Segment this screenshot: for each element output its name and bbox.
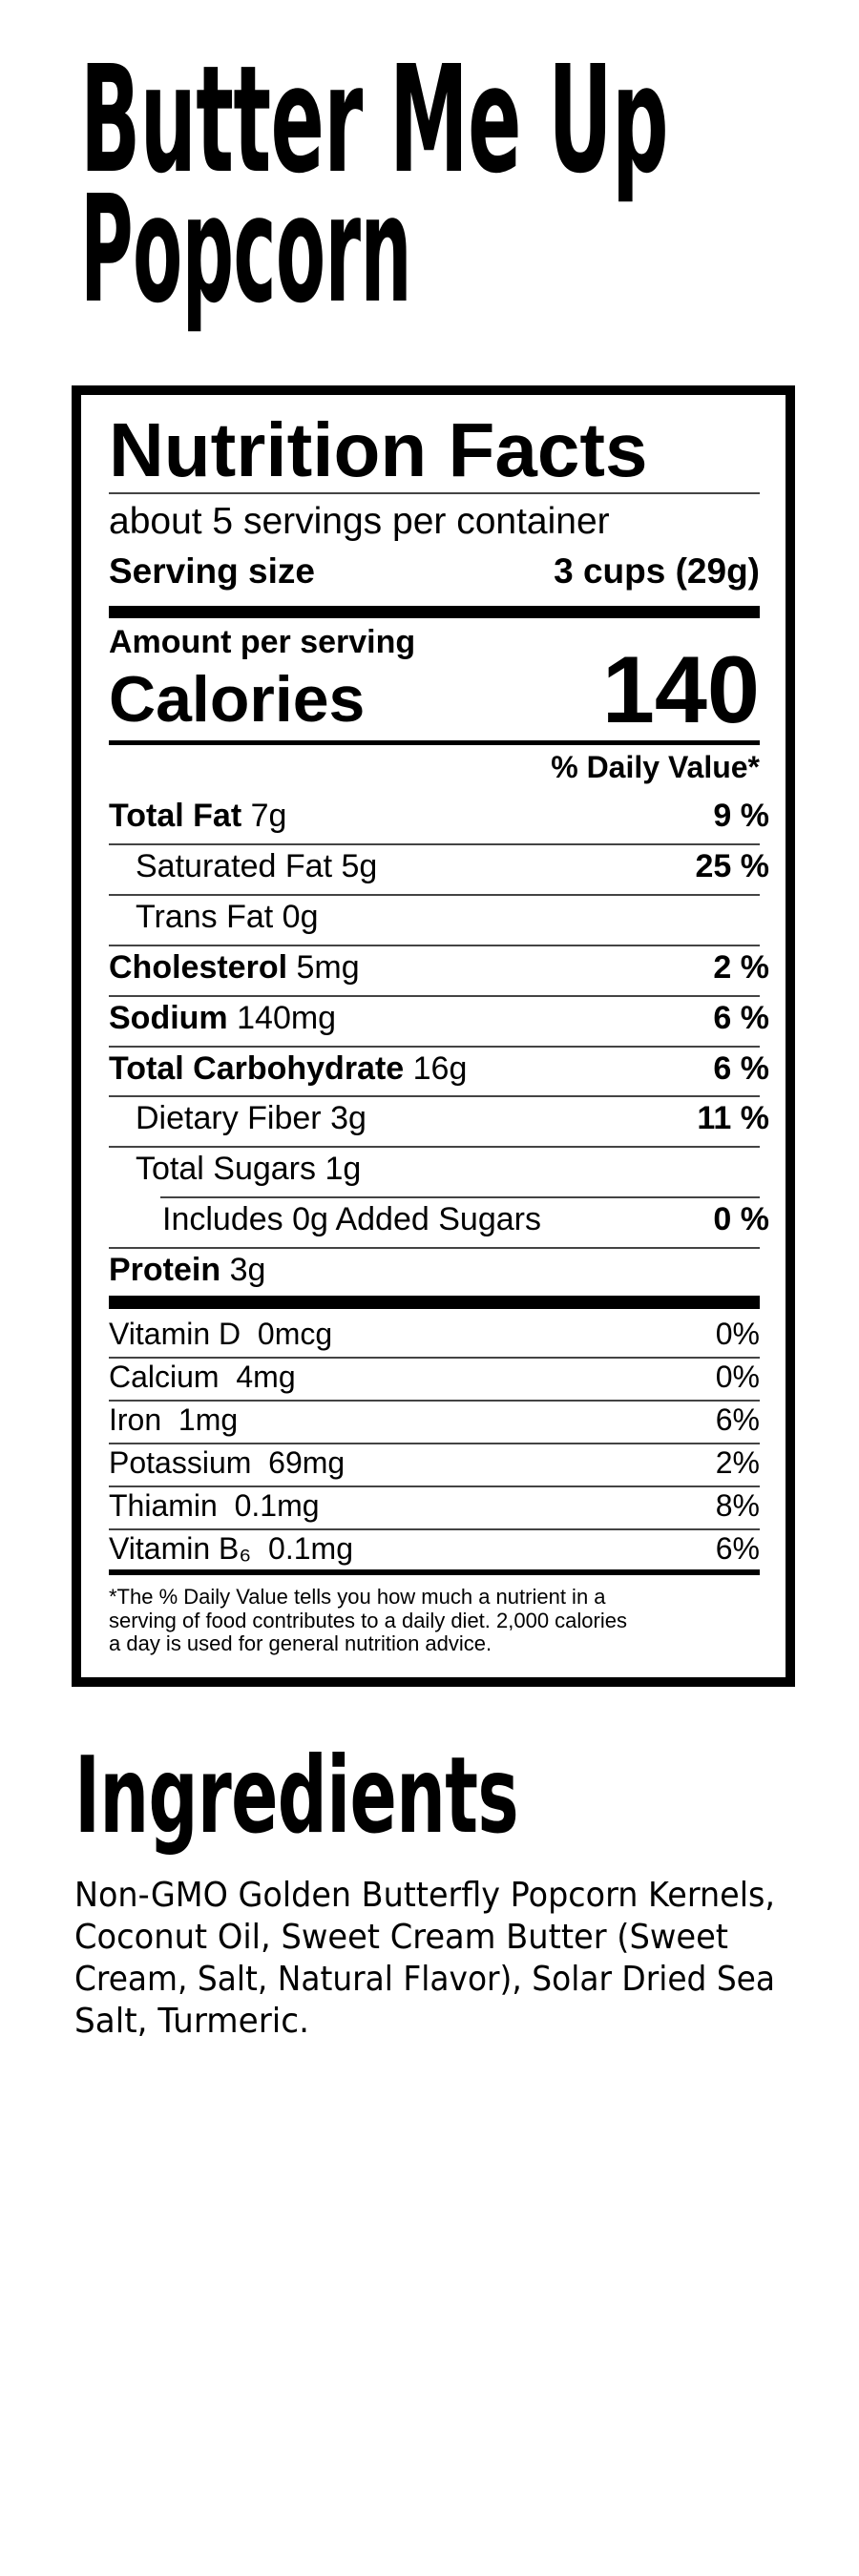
vitamin-amount: 0mcg (257, 1317, 333, 1351)
nutrient-row: Saturated Fat 5g (136, 850, 377, 883)
footnote-line: serving of food contributes to a daily d… (109, 1608, 627, 1632)
footnote: *The % Daily Value tells you how much a … (109, 1585, 627, 1656)
calories-value: 140 (601, 636, 760, 742)
vitamin-name: Thiamin (109, 1488, 218, 1523)
nutrient-name: Dietary Fiber (136, 1100, 322, 1137)
product-title-line-2: Popcorn (80, 163, 411, 336)
vitamin-daily-value: 2% (715, 1445, 760, 1480)
daily-value-header: % Daily Value* (551, 750, 760, 784)
vitamin-row: Vitamin D 0mcg (109, 1319, 332, 1349)
nutrient-amount: 0g (282, 898, 319, 935)
nutrient-amount: 3g (229, 1252, 266, 1289)
vitamin-amount: 1mg (178, 1402, 239, 1437)
ingredients-line: Non-GMO Golden Butterfly Popcorn Kernels… (74, 1876, 775, 1915)
nutrient-name: Saturated Fat (136, 847, 333, 884)
product-title-line-1: Butter Me Up (80, 33, 669, 206)
vitamin-row: Thiamin 0.1mg (109, 1490, 320, 1521)
row-divider (109, 1045, 760, 1048)
row-divider (109, 893, 760, 896)
row-divider (109, 842, 760, 845)
ingredients-heading: Ingredients (74, 1735, 519, 1858)
nutrient-name: Cholesterol (109, 948, 288, 986)
nutrient-name: Total Fat (109, 798, 242, 834)
footnote-line: *The % Daily Value tells you how much a … (109, 1585, 606, 1609)
nutrient-amount: 5g (341, 847, 378, 884)
vitamin-name: Potassium (109, 1445, 252, 1480)
nutrient-daily-value: 25 % (695, 847, 770, 884)
vitamin-daily-value: 6% (715, 1402, 760, 1437)
ingredients-line: Cream, Salt, Natural Flavor), Solar Drie… (74, 1960, 775, 1999)
thick-divider (109, 606, 760, 618)
nutrient-row: Total Sugars 1g (136, 1153, 361, 1185)
serving-size-label: Serving size (109, 551, 315, 591)
thick-divider (109, 1296, 760, 1309)
nutrition-facts-heading: Nutrition Facts (109, 407, 648, 492)
vitamin-amount: 69mg (268, 1445, 346, 1480)
row-divider (109, 1247, 760, 1250)
row-divider (109, 1095, 760, 1098)
nutrient-daily-value: 6 % (713, 1049, 769, 1087)
vitamin-daily-value: 0% (715, 1360, 760, 1394)
nutrient-amount: 1g (325, 1151, 362, 1188)
vitamin-amount: 4mg (236, 1360, 296, 1394)
medium-divider (109, 1569, 760, 1575)
vitamin-row: Calcium 4mg (109, 1361, 296, 1392)
vitamin-name: Vitamin B₆ (109, 1531, 252, 1566)
row-divider (109, 1400, 760, 1402)
nutrient-name: Total Sugars (136, 1151, 316, 1188)
nutrient-daily-value: 6 % (713, 999, 769, 1036)
row-divider (109, 944, 760, 946)
vitamin-daily-value: 6% (715, 1531, 760, 1566)
footnote-line: a day is used for general nutrition advi… (109, 1631, 492, 1655)
nutrient-row: Protein 3g (109, 1254, 265, 1286)
nutrition-facts-panel (72, 385, 795, 1687)
nutrient-name: Total Carbohydrate (109, 1049, 405, 1087)
row-divider (109, 1528, 760, 1530)
nutrient-daily-value: 0 % (713, 1201, 769, 1238)
vitamin-name: Iron (109, 1402, 162, 1437)
nutrient-name: Sodium (109, 999, 228, 1036)
vitamin-name: Calcium (109, 1360, 220, 1394)
nutrient-row: Dietary Fiber 3g (136, 1102, 367, 1134)
nutrient-amount: 7g (250, 798, 287, 834)
amount-per-serving: Amount per serving (109, 624, 416, 660)
row-divider (109, 1485, 760, 1487)
nutrient-daily-value: 9 % (713, 798, 769, 834)
nutrient-row: Cholesterol 5mg (109, 951, 360, 984)
nutrient-row: Total Carbohydrate 16g (109, 1052, 467, 1085)
divider (109, 492, 760, 494)
serving-size-value: 3 cups (29g) (554, 551, 760, 591)
nutrient-name: Trans Fat (136, 898, 274, 935)
ingredients-line: Coconut Oil, Sweet Cream Butter (Sweet (74, 1918, 728, 1957)
nutrient-amount: 140mg (237, 999, 337, 1036)
medium-divider (109, 740, 760, 745)
nutrient-daily-value: 2 % (713, 948, 769, 986)
nutrient-name: Protein (109, 1252, 221, 1289)
nutrient-row: Includes 0g Added Sugars (162, 1203, 541, 1236)
row-divider (160, 1196, 760, 1199)
vitamin-row: Vitamin B₆ 0.1mg (109, 1533, 353, 1564)
vitamin-daily-value: 8% (715, 1488, 760, 1523)
nutrient-amount: 5mg (296, 948, 360, 986)
ingredients-line: Salt, Turmeric. (74, 2002, 309, 2041)
calories-label: Calories (109, 663, 366, 736)
nutrient-name: Includes 0g Added Sugars (162, 1201, 541, 1238)
row-divider (109, 1443, 760, 1444)
nutrient-amount: 3g (330, 1100, 367, 1137)
vitamin-row: Iron 1mg (109, 1404, 238, 1435)
vitamin-amount: 0.1mg (234, 1488, 320, 1523)
row-divider (109, 1357, 760, 1359)
nutrient-daily-value: 11 % (697, 1100, 769, 1137)
vitamin-amount: 0.1mg (268, 1531, 353, 1566)
servings-per-container: about 5 servings per container (109, 501, 610, 542)
nutrient-row: Total Fat 7g (109, 800, 286, 832)
nutrient-amount: 16g (412, 1049, 468, 1087)
row-divider (109, 1146, 760, 1149)
vitamin-name: Vitamin D (109, 1317, 241, 1351)
nutrient-row: Sodium 140mg (109, 1002, 336, 1034)
vitamin-row: Potassium 69mg (109, 1447, 345, 1478)
nutrient-row: Trans Fat 0g (136, 901, 319, 933)
row-divider (109, 994, 760, 997)
vitamin-daily-value: 0% (715, 1317, 760, 1351)
